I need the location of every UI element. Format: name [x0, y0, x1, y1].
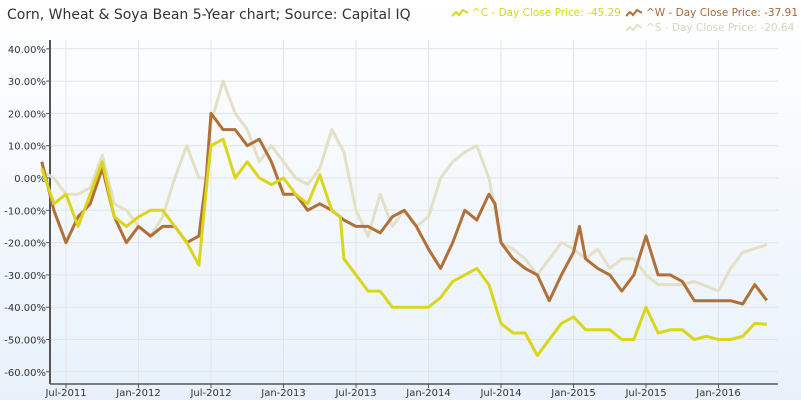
legend-line-icon	[451, 8, 469, 17]
series-line-1	[40, 111, 768, 306]
x-tick-label: Jul-2015	[624, 388, 666, 399]
legend-line-icon	[625, 23, 643, 32]
y-tick-label: -50.00%	[4, 336, 46, 347]
x-tick-label: Jan-2013	[260, 388, 305, 399]
x-tick-label: Jan-2016	[695, 388, 740, 399]
y-tick-label: 0.00%	[14, 174, 46, 185]
y-tick-label: 40.00%	[8, 45, 46, 56]
legend-item-corn[interactable]: ^C - Day Close Price: -45.29	[451, 7, 621, 19]
chart-title: Corn, Wheat & Soya Bean 5-Year chart; So…	[7, 7, 411, 23]
y-tick-label: 10.00%	[8, 142, 46, 153]
x-tick-label: Jul-2011	[44, 388, 86, 399]
series-line-2	[41, 79, 768, 293]
legend-label: ^W - Day Close Price: -37.91	[646, 7, 798, 19]
x-tick-label: Jul-2013	[334, 388, 376, 399]
y-tick-label: -30.00%	[4, 271, 46, 282]
y-tick-label: -20.00%	[4, 239, 46, 250]
y-tick-label: -60.00%	[4, 368, 46, 379]
legend-label: ^C - Day Close Price: -45.29	[472, 7, 621, 19]
y-tick-label: -40.00%	[4, 303, 46, 314]
x-tick-label: Jan-2015	[550, 388, 595, 399]
x-tick-label: Jan-2012	[115, 388, 160, 399]
y-tick-label: -10.00%	[4, 206, 46, 217]
x-tick-label: Jul-2014	[479, 388, 521, 399]
series-line-0	[40, 137, 767, 358]
y-tick-label: 20.00%	[8, 109, 46, 120]
legend-item-soya[interactable]: ^S - Day Close Price: -20.64	[625, 22, 795, 34]
x-tick-label: Jan-2014	[405, 388, 450, 399]
legend-label: ^S - Day Close Price: -20.64	[646, 22, 795, 34]
x-tick-label: Jul-2012	[189, 388, 231, 399]
legend-item-wheat[interactable]: ^W - Day Close Price: -37.91	[625, 7, 798, 19]
legend-line-icon	[625, 8, 643, 17]
y-tick-label: 30.00%	[8, 77, 46, 88]
